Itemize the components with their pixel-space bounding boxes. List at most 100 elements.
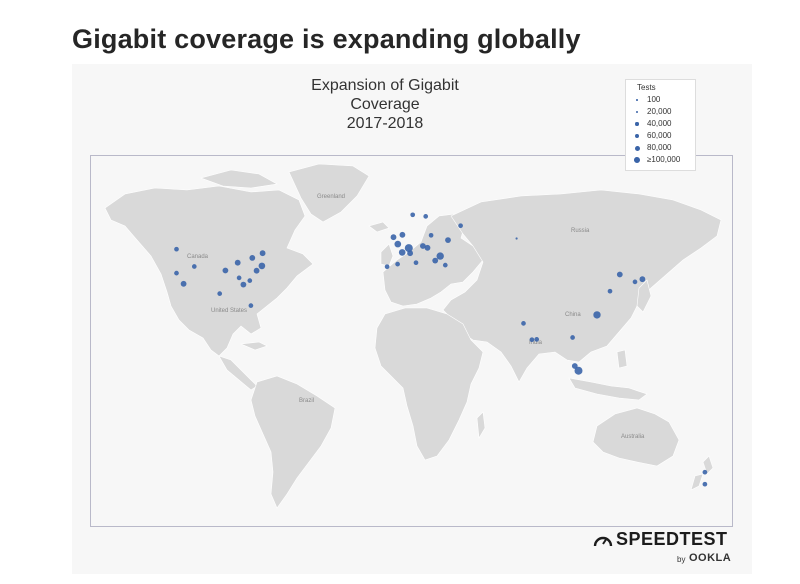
landmass-madagascar bbox=[476, 411, 486, 439]
test-location-dot bbox=[702, 469, 708, 475]
legend-label: 100 bbox=[647, 95, 661, 104]
test-location-dot bbox=[420, 243, 426, 249]
chart-panel: Expansion of Gigabit Coverage 2017-2018 bbox=[72, 64, 752, 574]
test-location-dot bbox=[436, 252, 444, 260]
legend-item: 40,000 bbox=[630, 119, 694, 129]
test-location-dot bbox=[616, 271, 623, 278]
world-map: Canada United States Greenland Russia Ch… bbox=[90, 155, 733, 527]
legend-item: 80,000 bbox=[630, 143, 694, 153]
test-location-dot bbox=[399, 231, 406, 238]
landmass-caribbean bbox=[239, 341, 268, 351]
landmass-indonesia bbox=[568, 377, 648, 401]
legend-label: 40,000 bbox=[647, 119, 672, 128]
test-location-dot bbox=[413, 260, 419, 266]
test-location-dot bbox=[410, 212, 416, 218]
test-location-dot bbox=[217, 291, 223, 296]
test-location-dot bbox=[174, 270, 179, 276]
legend-label: 20,000 bbox=[647, 107, 672, 116]
landmass-africa bbox=[374, 307, 484, 461]
test-location-dot bbox=[529, 337, 535, 343]
test-location-dot bbox=[515, 237, 518, 240]
chart-title-line1: Expansion of Gigabit Coverage bbox=[311, 77, 459, 113]
test-location-dot bbox=[607, 288, 613, 294]
world-map-svg: Canada United States Greenland Russia Ch… bbox=[104, 163, 722, 509]
test-location-dot bbox=[180, 280, 187, 287]
legend-item: 60,000 bbox=[630, 131, 694, 141]
test-location-dot bbox=[259, 250, 266, 257]
speedtest-logo: SPEEDTEST by OOKLA bbox=[592, 527, 752, 572]
landmass-australia bbox=[592, 407, 680, 467]
landmass-arctic-islands bbox=[200, 169, 278, 189]
label-canada: Canada bbox=[187, 254, 209, 260]
legend-item: ≥100,000 bbox=[630, 155, 694, 165]
test-location-dot bbox=[191, 264, 197, 269]
landmass-south-america bbox=[250, 375, 336, 509]
test-location-dot bbox=[445, 237, 451, 243]
label-greenland: Greenland bbox=[317, 194, 345, 200]
legend-dot bbox=[634, 145, 640, 151]
landmass-japan bbox=[636, 279, 652, 313]
brand-company: OOKLA bbox=[689, 552, 732, 564]
legend-dot bbox=[635, 110, 639, 114]
brand-by: by bbox=[677, 555, 686, 564]
test-location-dot bbox=[247, 278, 253, 283]
test-location-dot bbox=[395, 261, 400, 267]
headline: Gigabit coverage is expanding globally bbox=[72, 24, 581, 54]
landmass-north-america bbox=[104, 185, 314, 357]
test-location-dot bbox=[593, 311, 601, 319]
test-location-dot bbox=[394, 240, 402, 248]
test-location-dot bbox=[174, 246, 179, 252]
landmass-uk bbox=[380, 243, 394, 267]
test-location-dot bbox=[384, 264, 390, 270]
test-location-dot bbox=[234, 259, 241, 266]
label-brazil: Brazil bbox=[299, 398, 314, 404]
label-united-states: United States bbox=[211, 308, 247, 314]
chart-title-line2: 2017-2018 bbox=[346, 115, 424, 132]
test-location-dot bbox=[249, 255, 256, 261]
test-location-dot bbox=[702, 481, 708, 487]
label-russia: Russia bbox=[571, 228, 590, 234]
landmass-new-zealand-south bbox=[690, 473, 704, 491]
test-location-dot bbox=[253, 267, 260, 274]
legend-dot bbox=[634, 157, 640, 163]
legend-title: Tests bbox=[637, 83, 656, 92]
legend-dot bbox=[635, 122, 639, 126]
legend-item: 100 bbox=[630, 95, 694, 105]
legend-label: 80,000 bbox=[647, 143, 672, 152]
test-location-dot bbox=[390, 234, 397, 241]
test-location-dot bbox=[423, 214, 429, 219]
test-location-dot bbox=[407, 250, 413, 257]
test-location-dot bbox=[236, 275, 242, 281]
chart-title: Expansion of Gigabit Coverage 2017-2018 bbox=[275, 76, 495, 133]
legend-item: 20,000 bbox=[630, 107, 694, 117]
test-location-dot bbox=[570, 335, 575, 340]
landmass-greenland bbox=[288, 163, 370, 223]
test-location-dot bbox=[574, 366, 583, 375]
test-location-dot bbox=[424, 244, 431, 251]
test-location-dot bbox=[258, 262, 266, 270]
legend-label: 60,000 bbox=[647, 131, 672, 140]
test-location-dot bbox=[398, 249, 406, 256]
landmass-philippines bbox=[616, 349, 628, 369]
legend-label: ≥100,000 bbox=[647, 155, 681, 164]
test-location-dot bbox=[240, 281, 247, 288]
test-location-dot bbox=[521, 321, 526, 326]
landmass-iceland bbox=[368, 221, 390, 233]
label-china: China bbox=[565, 312, 581, 318]
test-location-dot bbox=[428, 232, 434, 238]
test-location-dot bbox=[534, 337, 540, 342]
test-location-dot bbox=[442, 262, 448, 268]
landmass-asia bbox=[442, 189, 722, 383]
brand-name: SPEEDTEST bbox=[616, 529, 728, 549]
legend: Tests 100 20,000 40,000 60,000 80,000 ≥100,00… bbox=[625, 79, 696, 171]
test-location-dot bbox=[639, 276, 646, 283]
test-location-dot bbox=[432, 257, 439, 264]
test-location-dot bbox=[632, 279, 638, 285]
test-location-dot bbox=[458, 223, 463, 229]
test-location-dot bbox=[222, 267, 229, 274]
landmass-central-america bbox=[218, 355, 258, 391]
label-australia: Australia bbox=[621, 434, 645, 440]
legend-dot bbox=[634, 133, 640, 139]
label-india: India bbox=[529, 340, 543, 346]
legend-dot bbox=[636, 99, 638, 101]
